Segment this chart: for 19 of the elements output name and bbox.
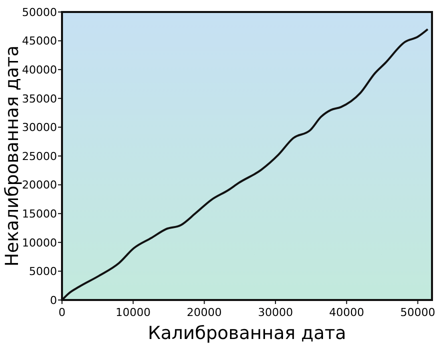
y-tick-label: 5000	[29, 265, 57, 278]
y-tick-label: 10000	[22, 236, 57, 250]
y-tick-label: 45000	[22, 34, 57, 48]
x-tick-label: 50000	[400, 306, 436, 319]
y-tick-label: 35000	[22, 92, 57, 106]
x-tick-label: 20000	[186, 306, 222, 319]
x-tick-label: 0	[58, 306, 66, 319]
y-axis-title: Некалиброванная дата	[2, 45, 23, 267]
x-tick-label: 10000	[116, 306, 151, 319]
y-tick-label: 25000	[22, 150, 57, 163]
y-tick-label: 40000	[22, 63, 57, 76]
x-tick-label: 30000	[258, 306, 293, 319]
y-tick-label: 20000	[22, 178, 57, 192]
x-axis-title: Калиброванная дата	[148, 323, 346, 344]
x-tick-label: 40000	[329, 306, 364, 319]
y-tick-label: 30000	[22, 121, 57, 134]
y-tick-label: 15000	[22, 207, 57, 220]
y-tick-label: 0	[50, 294, 57, 307]
y-tick-label: 50000	[22, 6, 57, 19]
